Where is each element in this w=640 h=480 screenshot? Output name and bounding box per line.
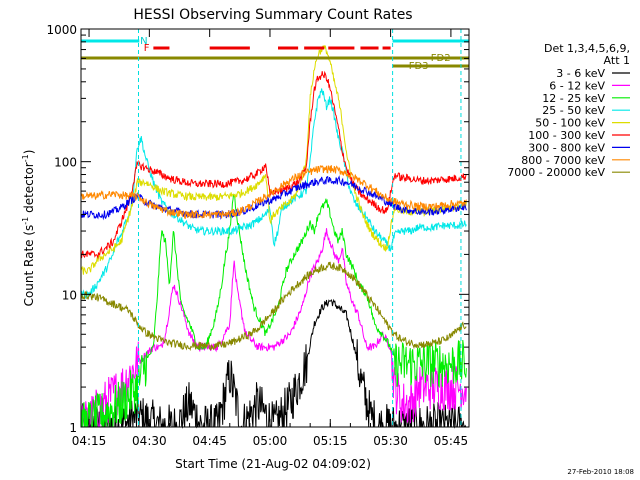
y-tick-label: 1 [69,421,77,435]
x-tick-label: 04:15 [72,434,107,448]
annotation-f: F [144,43,150,54]
legend-label-1: 6 - 12 keV [549,79,605,92]
y-tick-label: 10 [62,288,77,302]
y-tick-label: 1000 [46,23,77,37]
legend-label-3: 25 - 50 keV [542,104,605,117]
legend-label-0: 3 - 6 keV [556,67,605,80]
legend-header-line2: Att 1 [604,54,630,67]
x-tick-label: 05:45 [434,434,469,448]
x-axis-label: Start Time (21-Aug-02 04:09:02) [175,457,371,471]
y-tick-label: 100 [54,156,77,170]
x-axis: 04:15 04:30 04:45 05:00 05:15 05:30 05:45 [72,29,468,448]
annotation-fd3: FD3 [409,61,429,72]
legend-header-line1: Det 1,3,4,5,6,9, [544,42,630,55]
x-tick-label: 04:30 [132,434,167,448]
plot-frame [80,28,470,428]
legend-label-6: 300 - 800 keV [528,141,605,154]
series-line-4 [80,45,467,275]
annotation-n: N [140,36,147,47]
series-line-6 [80,175,467,221]
series-line-8 [80,261,467,352]
series-line-7 [80,165,467,220]
y-axis-label: Count Rate (s-1 detector-1) [21,150,36,307]
x-tick-label: 05:30 [373,434,408,448]
legend-label-8: 7000 - 20000 keV [507,166,605,179]
series-line-0 [80,298,467,429]
x-tick-label: 05:15 [313,434,348,448]
y-axis: 1 10 100 1000 [46,23,469,435]
legend-label-5: 100 - 300 keV [528,129,605,142]
x-tick-label: 04:45 [192,434,227,448]
footer-date: 27-Feb-2010 18:08 [567,468,634,476]
x-tick-label: 05:00 [253,434,288,448]
series-line-3 [80,88,467,300]
series-line-5 [80,70,467,260]
annotation-fd2: FD2 [431,53,451,64]
legend-label-2: 12 - 25 keV [542,92,605,105]
legend-label-4: 50 - 100 keV [535,117,605,130]
legend-label-7: 800 - 7000 keV [521,154,605,167]
chart-title: HESSI Observing Summary Count Rates [133,7,412,23]
